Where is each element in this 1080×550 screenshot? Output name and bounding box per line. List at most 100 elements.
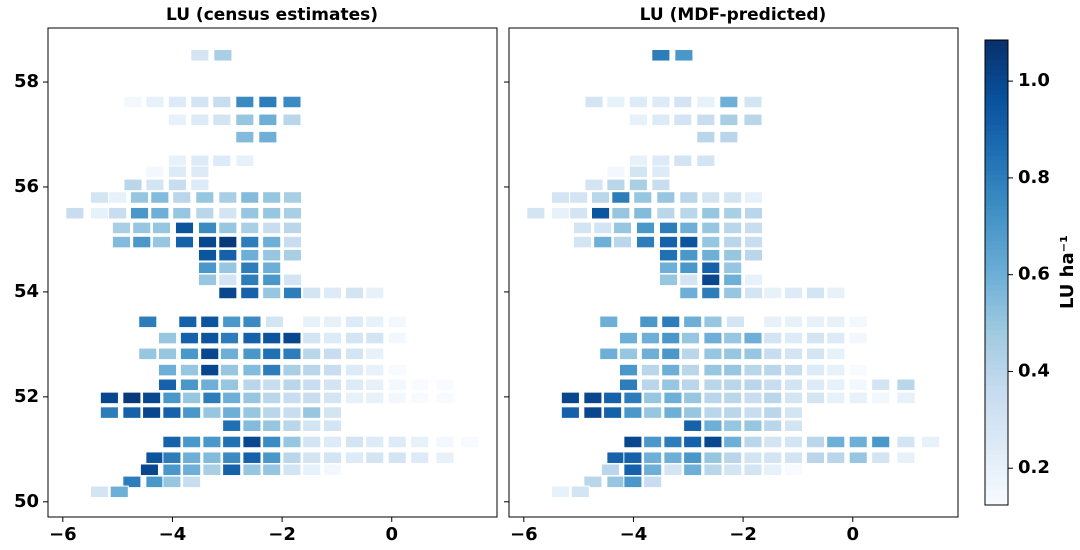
colorbar-segment bbox=[985, 270, 1008, 276]
grid-cell bbox=[145, 451, 165, 464]
grid-cell bbox=[282, 451, 302, 464]
grid-cell bbox=[743, 406, 763, 419]
grid-cell bbox=[763, 347, 783, 361]
colorbar-segment bbox=[985, 145, 1008, 151]
grid-cell bbox=[190, 165, 210, 179]
grid-cell bbox=[195, 191, 215, 204]
grid-cell bbox=[262, 363, 282, 377]
colorbar-segment bbox=[985, 425, 1008, 431]
colorbar-segment bbox=[985, 180, 1008, 186]
grid-cell bbox=[743, 221, 764, 235]
grid-cell bbox=[643, 391, 663, 405]
panel-title: LU (MDF-predicted) bbox=[640, 5, 827, 25]
grid-cell bbox=[723, 435, 743, 449]
grid-cell bbox=[871, 391, 891, 405]
grid-cell bbox=[606, 165, 626, 179]
grid-cell bbox=[365, 391, 385, 405]
grid-cell bbox=[783, 391, 804, 405]
grid-cell bbox=[723, 191, 743, 204]
colorbar-segment bbox=[985, 170, 1008, 176]
grid-cell bbox=[679, 261, 699, 275]
grid-cell bbox=[242, 391, 262, 405]
colorbar-segment bbox=[985, 105, 1008, 111]
grid-cell bbox=[282, 273, 303, 287]
grid-cell bbox=[111, 221, 132, 235]
grid-cell bbox=[805, 378, 826, 392]
grid-cell bbox=[583, 475, 603, 489]
grid-cell bbox=[628, 154, 648, 168]
grid-cell bbox=[262, 331, 282, 345]
grid-cell bbox=[743, 273, 764, 287]
grid-cell bbox=[262, 273, 282, 287]
grid-cell bbox=[696, 154, 716, 168]
grid-cell bbox=[639, 315, 659, 329]
grid-cell bbox=[322, 391, 343, 405]
grid-cell bbox=[322, 363, 343, 377]
colorbar-segment bbox=[985, 290, 1008, 296]
colorbar-segment bbox=[985, 75, 1008, 81]
colorbar-segment bbox=[985, 110, 1008, 116]
grid-cell bbox=[262, 391, 282, 405]
grid-cell bbox=[302, 463, 322, 477]
grid-cell bbox=[365, 315, 385, 329]
colorbar-segment bbox=[985, 385, 1008, 391]
grid-cell bbox=[572, 235, 593, 249]
grid-cell bbox=[783, 315, 804, 329]
grid-cell bbox=[344, 347, 365, 361]
grid-cell bbox=[435, 378, 455, 392]
grid-cell bbox=[344, 286, 365, 300]
grid-cell bbox=[302, 315, 322, 329]
grid-cell bbox=[219, 347, 240, 361]
colorbar-segment bbox=[985, 465, 1008, 471]
grid-cell bbox=[871, 451, 891, 464]
grid-cell bbox=[145, 178, 165, 192]
grid-cell bbox=[282, 435, 302, 449]
grid-cell bbox=[723, 391, 743, 405]
grid-cell bbox=[302, 406, 322, 419]
grid-cell bbox=[643, 406, 663, 419]
grid-cell bbox=[365, 363, 385, 377]
grid-cell bbox=[826, 286, 846, 300]
grid-cell bbox=[651, 165, 671, 179]
grid-cell bbox=[871, 435, 891, 449]
grid-cell bbox=[680, 347, 701, 361]
grid-cell bbox=[282, 191, 303, 204]
grid-cell bbox=[550, 191, 571, 204]
grid-cell bbox=[783, 331, 804, 345]
grid-cell bbox=[138, 315, 158, 329]
grid-cell bbox=[151, 221, 172, 235]
grid-cell bbox=[262, 419, 282, 432]
grid-cell bbox=[202, 451, 222, 464]
grid-cell bbox=[680, 378, 701, 392]
grid-cell bbox=[725, 315, 745, 329]
grid-cell bbox=[174, 221, 195, 235]
grid-cell bbox=[606, 178, 626, 192]
grid-cell bbox=[628, 178, 648, 192]
grid-cell bbox=[848, 331, 868, 345]
grid-cell bbox=[683, 391, 703, 405]
grid-cell bbox=[679, 273, 699, 287]
grid-cell bbox=[805, 315, 826, 329]
grid-cell bbox=[322, 419, 343, 432]
grid-cell bbox=[743, 206, 764, 220]
grid-cell bbox=[242, 331, 262, 345]
colorbar-segment bbox=[985, 265, 1008, 271]
grid-cell bbox=[200, 331, 220, 345]
grid-cell bbox=[145, 95, 165, 109]
grid-cell bbox=[99, 406, 119, 419]
grid-cell bbox=[182, 463, 202, 477]
grid-cell bbox=[743, 391, 763, 405]
grid-cell bbox=[190, 154, 210, 168]
grid-cell bbox=[848, 391, 868, 405]
grid-cell bbox=[826, 331, 846, 345]
grid-cell bbox=[661, 378, 681, 392]
grid-cell bbox=[242, 435, 262, 449]
grid-cell bbox=[683, 419, 703, 432]
grid-cell bbox=[783, 406, 804, 419]
colorbar-segment bbox=[985, 65, 1008, 71]
grid-cell bbox=[628, 113, 648, 127]
colorbar-segment bbox=[985, 415, 1008, 421]
colorbar-segment bbox=[985, 210, 1008, 216]
grid-cell bbox=[640, 378, 660, 392]
grid-cell bbox=[262, 221, 282, 235]
